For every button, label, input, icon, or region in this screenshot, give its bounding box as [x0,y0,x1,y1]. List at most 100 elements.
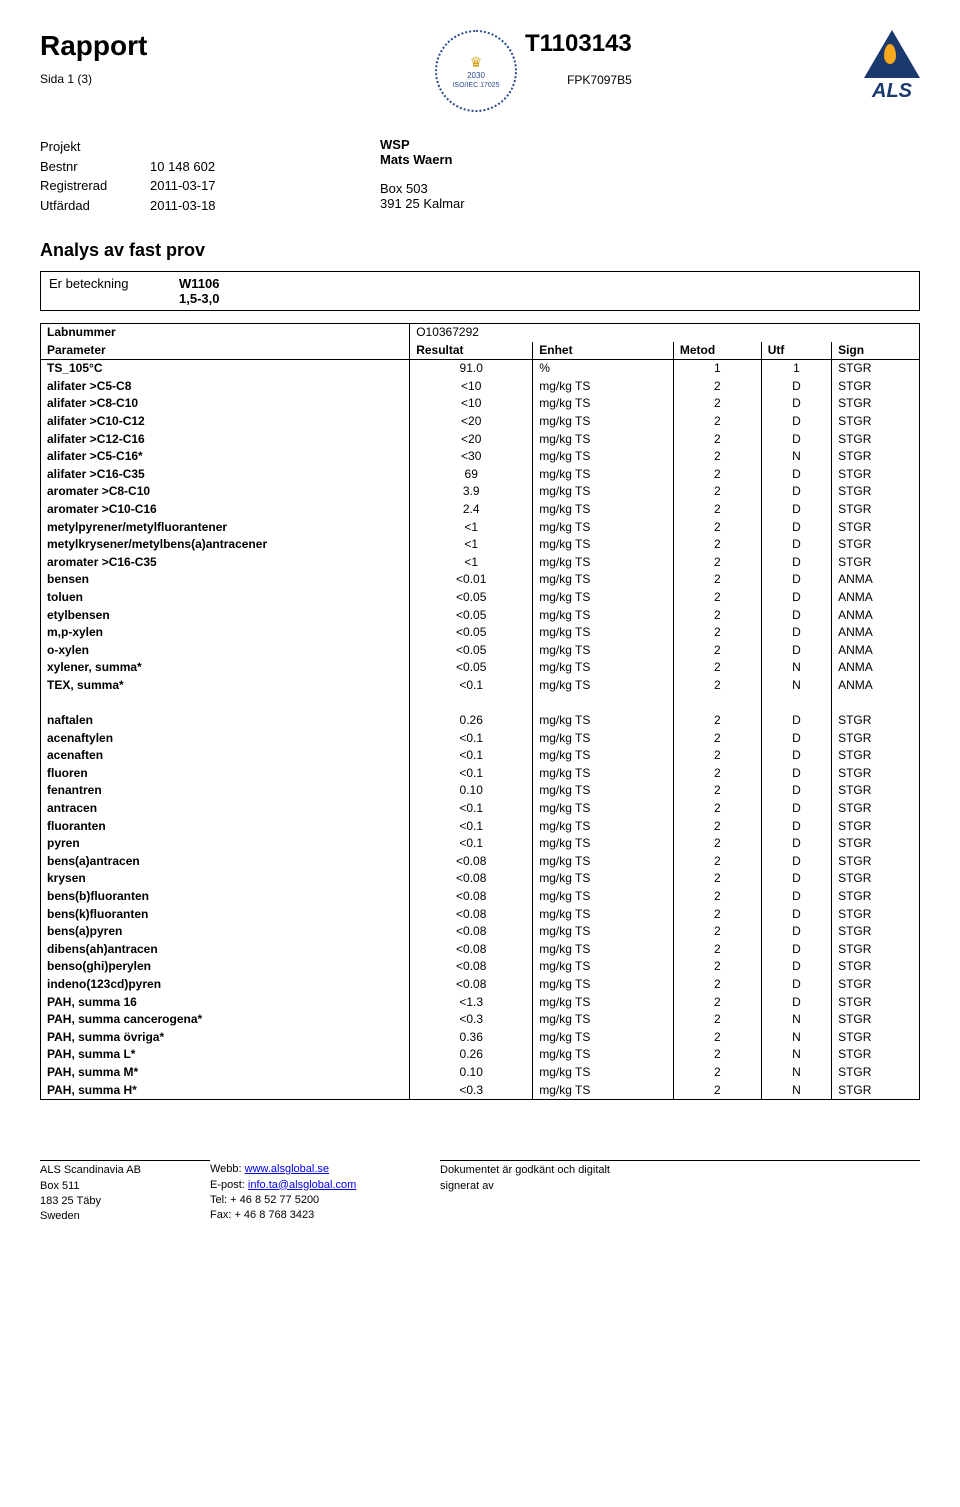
table-cell: STGR [832,818,920,836]
table-cell: STGR [832,923,920,941]
table-row: alifater >C16-C3569mg/kg TS2DSTGR [41,466,920,484]
table-cell: mg/kg TS [533,642,674,660]
utf-label: Utfärdad [40,196,150,216]
table-cell: <0.1 [410,677,533,695]
table-cell: STGR [832,501,920,519]
footer-email-link[interactable]: info.ta@alsglobal.com [248,1179,356,1191]
table-cell: D [761,571,831,589]
table-row: naftalen0.26mg/kg TS2DSTGR [41,712,920,730]
table-cell: D [761,923,831,941]
footer-web-link[interactable]: www.alsglobal.se [245,1163,329,1175]
table-cell: 2 [673,870,761,888]
table-cell: aromater >C8-C10 [41,483,410,501]
table-cell: <0.05 [410,642,533,660]
table-cell: <0.08 [410,870,533,888]
table-cell: mg/kg TS [533,519,674,537]
table-cell: 2 [673,536,761,554]
recipient-city: 391 25 Kalmar [380,196,920,211]
table-cell: fenantren [41,782,410,800]
table-row: acenaften<0.1mg/kg TS2DSTGR [41,747,920,765]
table-cell: 0.36 [410,1029,533,1047]
table-cell: STGR [832,870,920,888]
table-cell: PAH, summa cancerogena* [41,1011,410,1029]
table-cell: D [761,747,831,765]
table-cell: ANMA [832,589,920,607]
table-cell: D [761,853,831,871]
table-cell: <1.3 [410,994,533,1012]
table-cell: <0.1 [410,747,533,765]
table-cell: 2 [673,1064,761,1082]
table-cell: mg/kg TS [533,730,674,748]
table-cell: STGR [832,747,920,765]
table-cell: D [761,730,831,748]
table-cell: STGR [832,994,920,1012]
table-row: toluen<0.05mg/kg TS2DANMA [41,589,920,607]
footer-col-contact: Webb: www.alsglobal.se E-post: info.ta@a… [210,1160,440,1225]
table-row: benso(ghi)perylen<0.08mg/kg TS2DSTGR [41,958,920,976]
table-cell: 2 [673,923,761,941]
table-cell: 1 [673,360,761,378]
table-cell: STGR [832,448,920,466]
meta-block: Projekt Bestnr10 148 602 Registrerad2011… [40,137,920,215]
table-cell: ANMA [832,571,920,589]
table-row: alifater >C5-C16*<30mg/kg TS2NSTGR [41,448,920,466]
table-cell: D [761,835,831,853]
table-row: bens(b)fluoranten<0.08mg/kg TS2DSTGR [41,888,920,906]
table-cell: STGR [832,800,920,818]
report-header: Rapport Sida 1 (3) ♛ 2030 ISO/IEC 17025 … [40,30,920,112]
table-cell: STGR [832,1082,920,1100]
th-result: Resultat [410,342,533,360]
table-cell: STGR [832,835,920,853]
table-cell: PAH, summa H* [41,1082,410,1100]
table-cell: 2 [673,818,761,836]
table-row: bens(a)pyren<0.08mg/kg TS2DSTGR [41,923,920,941]
footer-sig-1: Dokumentet är godkänt och digitalt [440,1163,920,1178]
table-cell: benso(ghi)perylen [41,958,410,976]
table-cell: <0.01 [410,571,533,589]
footer-tel: Tel: + 46 8 52 77 5200 [210,1193,440,1208]
table-cell: STGR [832,765,920,783]
table-cell: STGR [832,853,920,871]
footer-email-label: E-post: [210,1179,248,1191]
footer-web-label: Webb: [210,1163,245,1175]
accred-iso: ISO/IEC 17025 [452,82,499,89]
table-cell: 2 [673,677,761,695]
table-cell: mg/kg TS [533,624,674,642]
table-cell: STGR [832,976,920,994]
table-cell: ANMA [832,659,920,677]
table-cell: mg/kg TS [533,483,674,501]
table-cell: <0.05 [410,624,533,642]
table-cell: mg/kg TS [533,782,674,800]
table-row: PAH, summa L*0.26mg/kg TS2NSTGR [41,1046,920,1064]
th-unit: Enhet [533,342,674,360]
table-cell: m,p-xylen [41,624,410,642]
table-row: fluoren<0.1mg/kg TS2DSTGR [41,765,920,783]
table-row: PAH, summa M*0.10mg/kg TS2NSTGR [41,1064,920,1082]
table-cell: mg/kg TS [533,976,674,994]
table-cell: <0.08 [410,941,533,959]
table-cell: 3.9 [410,483,533,501]
table-cell: <0.08 [410,853,533,871]
table-row: dibens(ah)antracen<0.08mg/kg TS2DSTGR [41,941,920,959]
table-cell: 2 [673,782,761,800]
table-cell: aromater >C10-C16 [41,501,410,519]
table-cell: 2 [673,554,761,572]
table-cell: D [761,466,831,484]
table-cell: <20 [410,413,533,431]
footer-col-signature: Dokumentet är godkänt och digitalt signe… [440,1160,920,1225]
table-cell: mg/kg TS [533,1082,674,1100]
table-row: aromater >C16-C35<1mg/kg TS2DSTGR [41,554,920,572]
table-cell: % [533,360,674,378]
table-cell: N [761,677,831,695]
table-cell: TS_105°C [41,360,410,378]
bestnr-label: Bestnr [40,157,150,177]
table-cell: STGR [832,888,920,906]
table-cell: mg/kg TS [533,659,674,677]
table-cell: <0.08 [410,888,533,906]
table-cell: D [761,624,831,642]
als-logo: ALS [864,30,920,103]
table-cell: D [761,607,831,625]
table-cell: STGR [832,395,920,413]
table-cell: mg/kg TS [533,923,674,941]
table-cell: mg/kg TS [533,941,674,959]
